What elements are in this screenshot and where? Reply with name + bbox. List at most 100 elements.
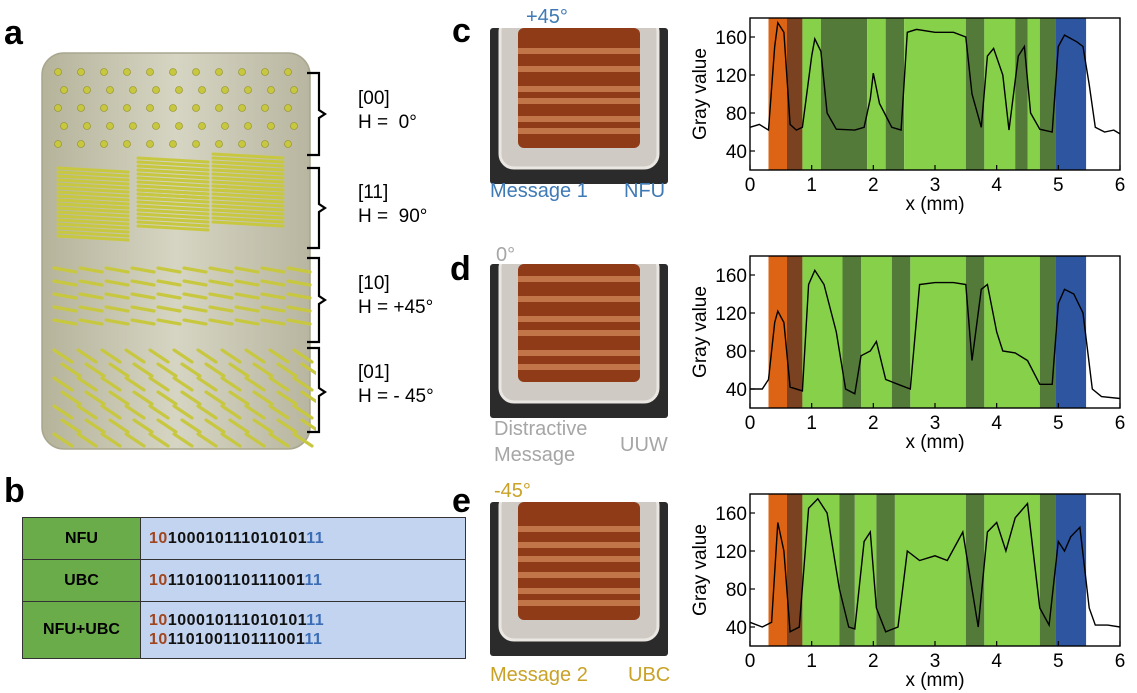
rod [56,182,130,190]
rod-end [267,122,275,130]
bit: 0 [214,530,225,547]
rod [56,222,130,230]
rod [300,418,316,432]
rod [52,318,78,326]
bit: 0 [213,572,224,589]
rod [172,404,194,420]
rod [260,266,286,274]
rod [220,348,242,364]
rod [52,404,74,420]
stripe [518,98,640,104]
rod-end [238,68,246,76]
rod-end [152,86,160,94]
rod-end [146,140,154,148]
rod-end [284,104,292,112]
rod [228,418,250,434]
bit: 0 [250,612,261,629]
rod [292,432,314,448]
rod-end [83,122,91,130]
rod [136,188,210,196]
x-axis-label: x (mm) [905,670,964,690]
rod [56,178,130,186]
rod-end [77,104,85,112]
bit: 1 [224,612,233,629]
y-tick-label: 40 [726,380,747,401]
bit: 1 [205,612,215,629]
rod [78,305,104,313]
rod [234,318,260,326]
region-band [885,18,905,170]
rod [56,190,130,198]
photo-e-angle: -45° [494,480,531,502]
row-name: NFU+UBC [22,601,141,659]
rod [244,432,266,448]
rod [124,432,146,448]
rod-end [175,86,183,94]
rod [204,362,226,378]
bit: 1 [224,530,233,547]
bit: 0 [158,530,168,547]
rod [156,318,182,326]
stripe [518,48,640,54]
bit: 1 [167,530,178,547]
rod [132,390,154,406]
bit: 0 [241,631,251,648]
rod-end [146,68,154,76]
region-band [984,494,1040,646]
bit: 0 [158,572,168,589]
bit: 1 [176,572,186,589]
rod [78,279,104,287]
region-band [894,494,966,646]
rod [180,418,202,434]
x-tick-label: 1 [806,175,817,196]
bit: 1 [306,530,315,547]
rod [172,432,194,448]
bit: 1 [267,572,278,589]
rod-end [192,68,200,76]
bit: 1 [232,530,242,547]
rod [148,376,170,392]
rod [234,279,260,287]
rod [108,418,130,434]
photo-d-angle: 0° [496,244,516,266]
stripe [518,66,640,72]
bit: 1 [278,612,289,629]
rod [211,192,285,200]
rod [156,266,182,274]
rod [172,348,194,364]
rod [208,318,234,326]
rod [56,198,130,206]
rod [76,348,98,364]
bit: 1 [259,631,268,648]
rod [286,318,312,326]
gray-value-line [749,20,1121,135]
bit: 0 [269,530,279,547]
rod [78,266,104,274]
bit: 0 [286,631,296,648]
bit: 0 [177,612,187,629]
rod [148,432,170,448]
rod [156,418,178,434]
rod [52,266,78,274]
rod-end [261,104,269,112]
bit: 0 [185,631,196,648]
bit-table: NFU 1010001011101010111 UBC 101101001101… [22,517,466,659]
rod [244,404,266,420]
rod-end [215,140,223,148]
x-tick-label: 0 [745,651,756,672]
rod [156,390,178,406]
rod-end [129,122,137,130]
bit: 0 [158,631,168,648]
rod [136,180,210,188]
region-band [965,18,985,170]
rod [211,196,285,204]
region-band [1055,494,1087,646]
rod-end [100,140,108,148]
rod [276,418,298,434]
rod [252,362,274,378]
rod [132,362,154,378]
y-tick-label: 80 [726,342,747,363]
bit: 0 [250,530,261,547]
x-tick-label: 5 [1053,413,1064,434]
rod [211,168,285,176]
